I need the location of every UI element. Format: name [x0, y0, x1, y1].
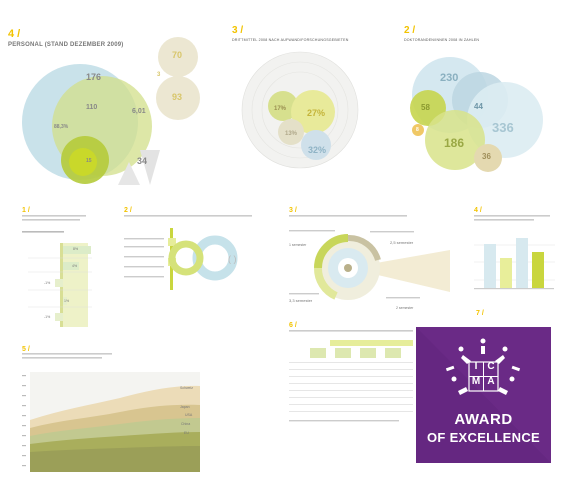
radial-label: 1 semester — [289, 243, 307, 247]
stat-value: 58 — [421, 103, 430, 112]
section-number: 3 / — [289, 207, 297, 214]
stat-value: 34 — [137, 156, 148, 166]
bar-percent-label: 1% — [64, 299, 70, 303]
radial-label: 2,5 semester — [390, 240, 414, 245]
legend-label: Schweiz — [180, 386, 194, 390]
legend-label: EU — [184, 431, 189, 435]
svg-text:( ): ( ) — [228, 254, 237, 264]
stat-value: 32% — [308, 145, 327, 155]
section-number: 2 / — [404, 25, 416, 36]
section-number: 1 / — [22, 207, 30, 214]
award-subtitle: OF EXCELLENCE — [427, 430, 540, 445]
stat-value: 70 — [172, 50, 183, 60]
stat-value: 27% — [307, 108, 326, 118]
bar-percent-label: -1% — [44, 315, 51, 319]
section-number: 4 / — [8, 28, 21, 40]
bar-percent-label: 4% — [72, 264, 78, 268]
bar-percent-label: -1% — [44, 281, 51, 285]
radial-label: 3,3 semester — [289, 298, 313, 303]
logo-letter: I — [474, 361, 478, 372]
award-title: AWARD — [454, 411, 513, 428]
stat-value: 93 — [172, 92, 183, 102]
icma-logo-icon — [416, 327, 551, 463]
stat-value: 13% — [285, 131, 298, 137]
bar-percent-label: 8% — [73, 247, 79, 251]
section-number: 4 / — [474, 207, 482, 214]
logo-letter: M — [471, 376, 481, 387]
stat-value: 88,3% — [54, 124, 69, 130]
stat-value: 186 — [444, 136, 465, 150]
legend-label: Japan — [180, 405, 190, 409]
award-badge: I C M A AWARD OF EXCELLENCE — [416, 327, 551, 463]
legend-label: China — [181, 422, 191, 426]
section-number: 3 / — [232, 25, 244, 36]
stat-value: 17% — [274, 106, 287, 112]
logo-letter: C — [487, 361, 495, 372]
legend-label: USA — [185, 413, 193, 417]
stat-value: 44 — [474, 102, 483, 111]
stat-value: 3 — [157, 72, 161, 78]
section-number: 2 / — [124, 207, 132, 214]
section-number: 5 / — [22, 346, 30, 353]
stat-value: 15 — [86, 158, 92, 164]
section-title: DRITTMITTEL 2008 NACH AUFWAND/FORSCHUNGS… — [232, 38, 349, 42]
stat-value: 36 — [482, 152, 491, 161]
section-title: DOKTORANDEN/INNEN 2008 IN ZAHLEN — [404, 38, 480, 42]
stat-value: 176 — [86, 72, 102, 82]
stat-value: 6,01 — [132, 108, 146, 115]
stat-value: 336 — [492, 120, 514, 135]
logo-letter: A — [487, 376, 495, 387]
section-number: 6 / — [289, 322, 297, 329]
stat-value: 230 — [440, 72, 459, 84]
section-title: PERSONAL (STAND DEZEMBER 2009) — [8, 42, 124, 48]
stat-value: 110 — [86, 104, 98, 111]
section-number: 7 / — [476, 310, 484, 317]
radial-label: 2 semester — [396, 306, 414, 310]
stat-value: 8 — [416, 127, 419, 133]
